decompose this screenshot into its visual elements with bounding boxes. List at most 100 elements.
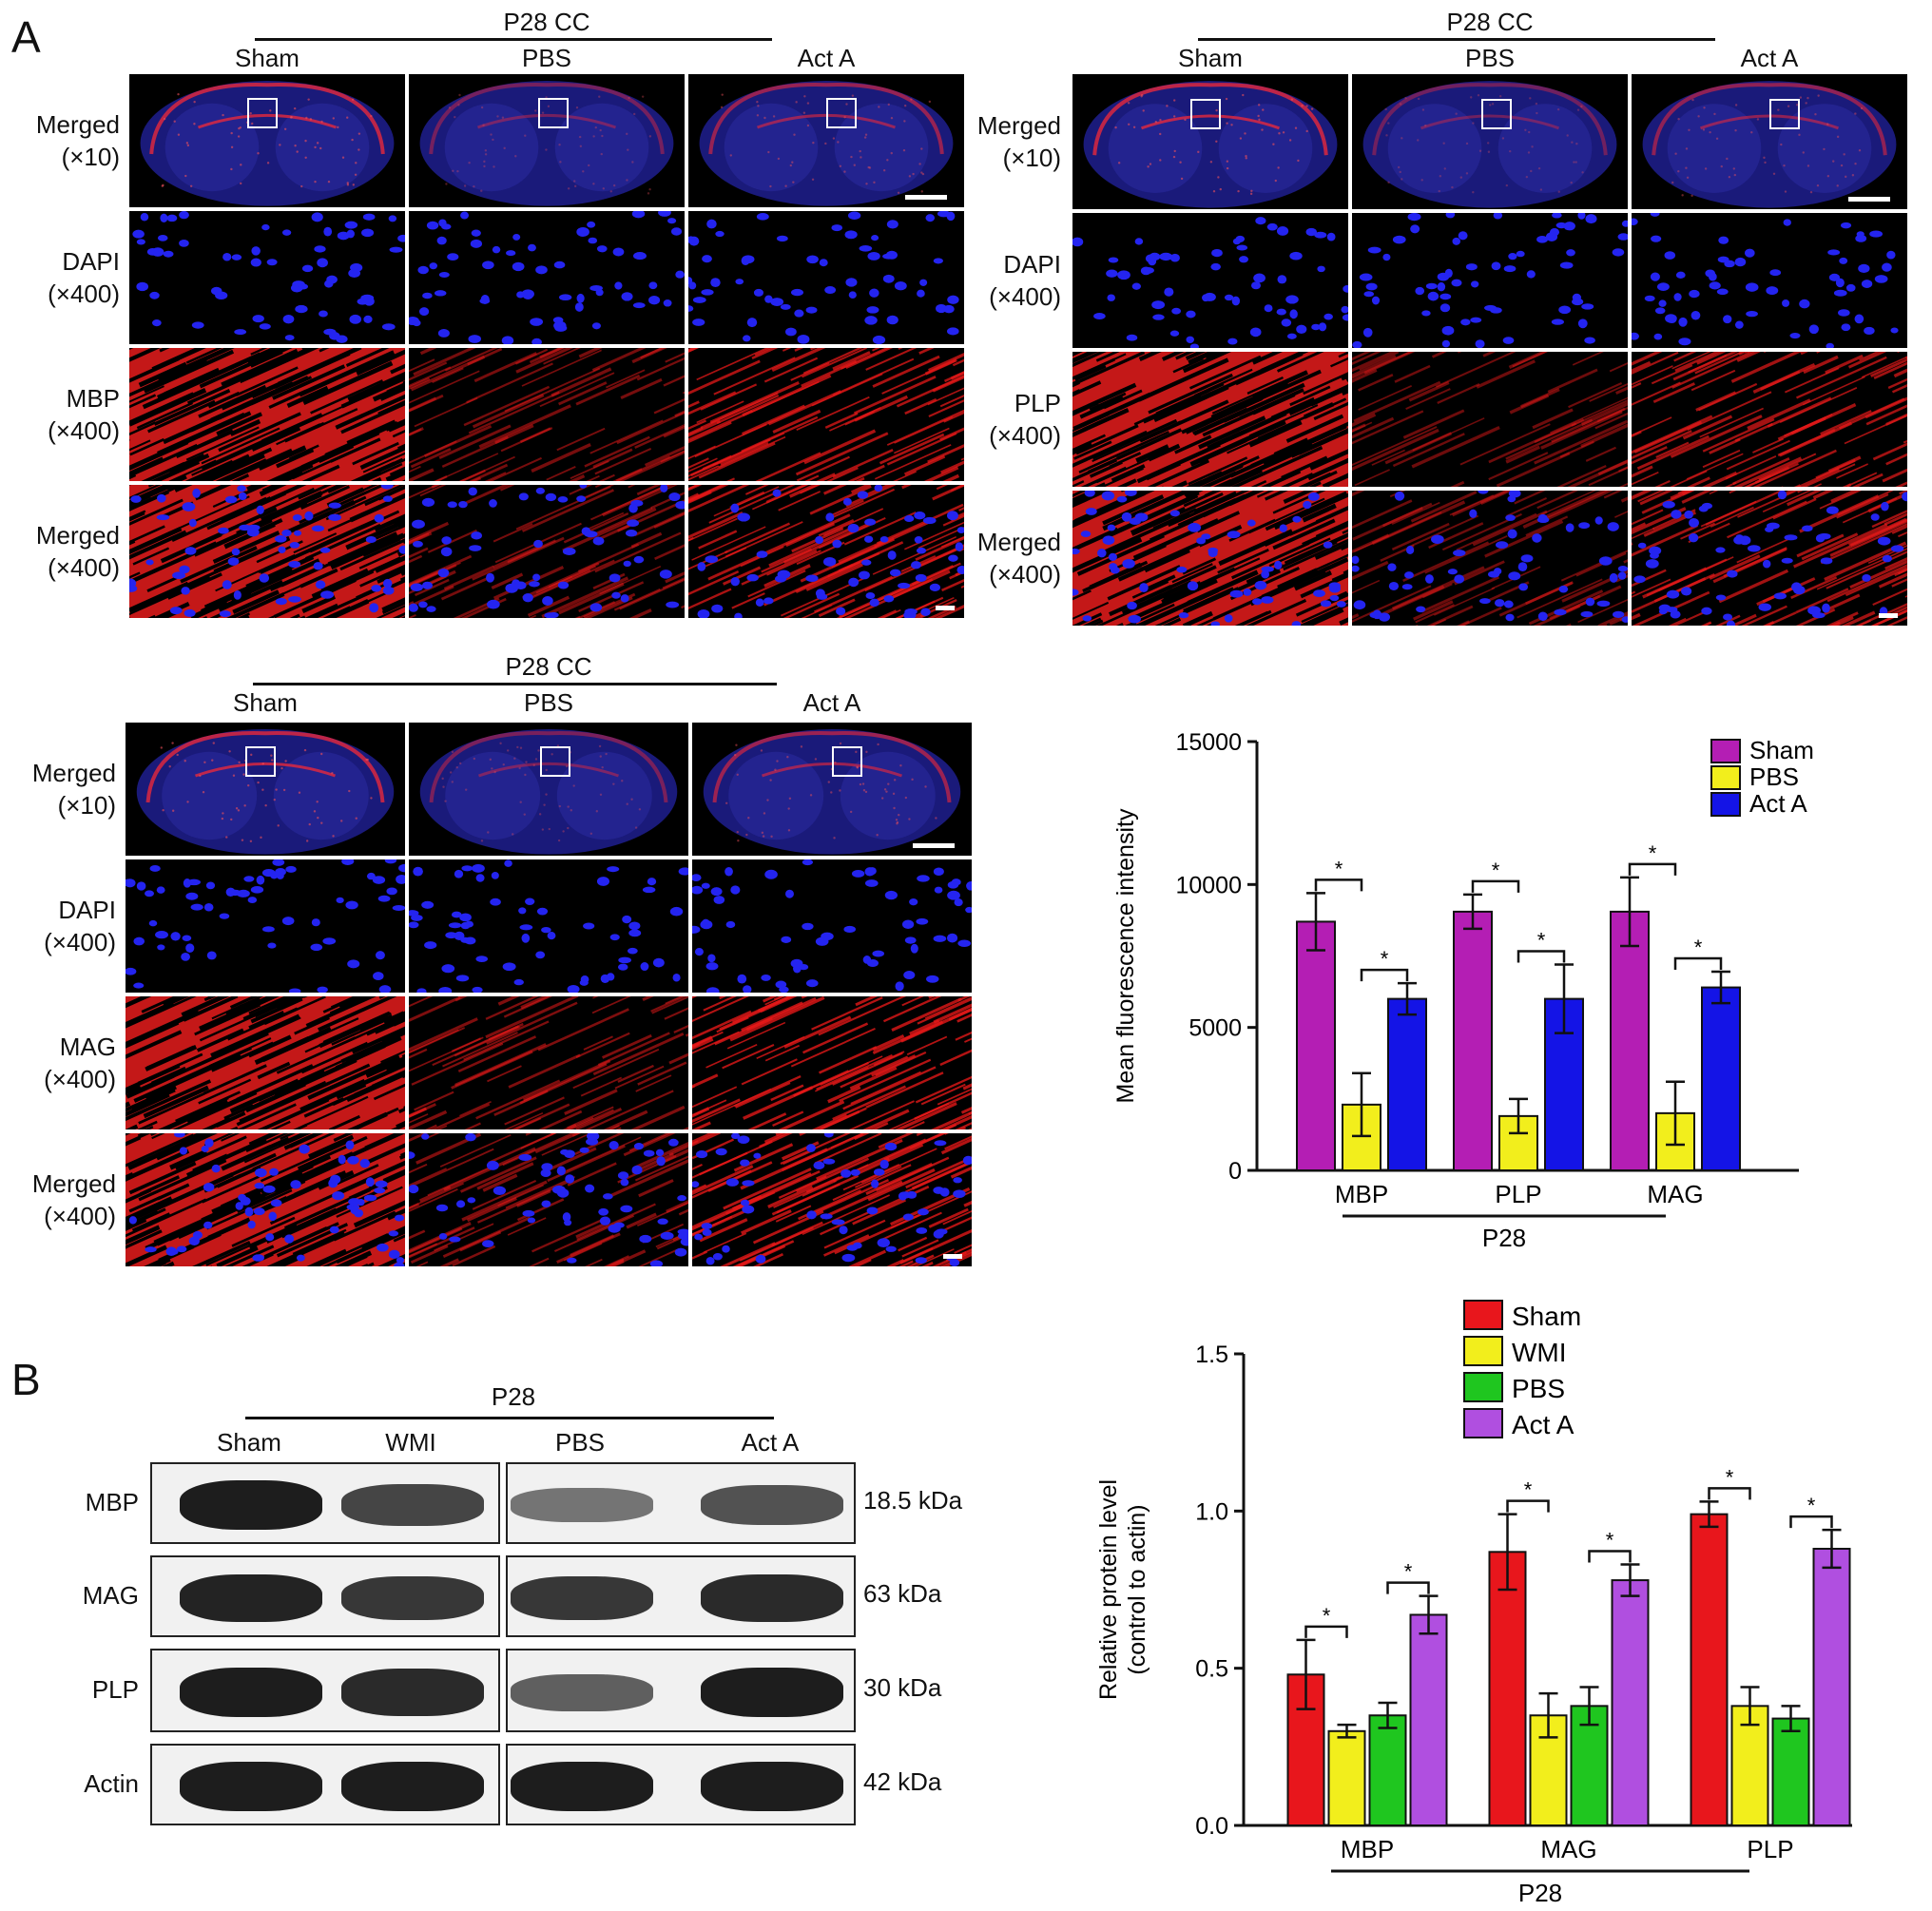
y-axis-label: Relative protein level (1095, 1479, 1122, 1700)
micrograph (688, 74, 964, 207)
blot-kda-label: 63 kDa (863, 1579, 942, 1608)
micrograph (129, 211, 405, 344)
fluorescence-bar-chart: 0 5000 10000 15000 Mean fluorescence intensi… (1112, 729, 1814, 1252)
x-tick-label: PLP (1747, 1835, 1793, 1863)
micrograph (692, 723, 972, 856)
micrograph (1352, 491, 1628, 626)
row-label: Merged (×10) (941, 109, 1061, 174)
significance-bracket (1360, 968, 1409, 982)
micrograph (688, 485, 964, 618)
row-label: Merged (×400) (0, 1168, 116, 1232)
micrograph (129, 348, 405, 481)
bar (1488, 1551, 1527, 1826)
scale-bar (905, 195, 947, 200)
micrograph (409, 348, 685, 481)
legend-swatch (1463, 1336, 1503, 1366)
region-box (831, 746, 862, 778)
significance-bracket (1673, 956, 1723, 971)
blot-group-underline (245, 1417, 774, 1419)
row-label-line2: (×400) (48, 553, 120, 582)
row-label: DAPI (×400) (0, 894, 116, 958)
y-axis-label-2: (control to actin) (1124, 1504, 1150, 1674)
y-tick-label: 5000 (1188, 1015, 1242, 1042)
row-label-line2: (×400) (48, 416, 120, 445)
micrograph (1352, 352, 1628, 487)
significance-bracket (1304, 1625, 1348, 1638)
micrograph (126, 1133, 405, 1266)
row-label-line2: (×400) (44, 1065, 116, 1093)
row-label: Merged (×400) (0, 519, 120, 584)
significance-marker: * (1606, 1529, 1614, 1553)
bar (1453, 910, 1493, 1171)
legend-swatch (1710, 792, 1741, 817)
row-label-line2: (×400) (989, 421, 1061, 450)
micrograph (1072, 491, 1348, 626)
row-label: Merged (×10) (0, 757, 116, 821)
micrograph (409, 996, 688, 1129)
row-label-line1: Merged (31, 759, 116, 787)
significance-marker: * (1335, 857, 1343, 880)
micrograph (1632, 74, 1907, 209)
blot-band (341, 1669, 484, 1716)
group-underline (1197, 38, 1716, 41)
significance-marker: * (1649, 841, 1657, 865)
significance-marker: * (1524, 1478, 1533, 1502)
x-tick-label: MBP (1341, 1835, 1394, 1863)
significance-bracket (1517, 950, 1566, 963)
bar (1701, 986, 1741, 1171)
row-label-line1: Merged (31, 1169, 116, 1198)
bar (1771, 1717, 1810, 1826)
lane-label: PBS (554, 1428, 606, 1457)
bar (1296, 920, 1336, 1171)
blot-membrane-right (506, 1462, 856, 1544)
row-label: MAG (×400) (0, 1031, 116, 1095)
significance-bracket (1588, 1550, 1632, 1563)
bar (1812, 1548, 1851, 1826)
protein-level-bar-chart: 0.0 0.5 1.0 1.5 Relative protein level (contr… (1095, 1300, 1852, 1907)
micrograph (129, 485, 405, 618)
column-label: Act A (797, 44, 856, 72)
legend-label: Sham (1512, 1302, 1581, 1331)
micrograph (409, 211, 685, 344)
legend-label: PBS (1512, 1374, 1565, 1403)
row-label-line2: (×10) (57, 791, 116, 820)
micrograph (692, 1133, 972, 1266)
y-tick-label: 1.5 (1195, 1342, 1228, 1368)
blot-row-label: MAG (82, 1581, 139, 1610)
y-tick-label: 10000 (1175, 872, 1242, 898)
y-tick-label: 15000 (1175, 729, 1242, 756)
significance-marker: * (1807, 1494, 1816, 1517)
row-label-line2: (×400) (989, 560, 1061, 589)
blot-band (511, 1673, 653, 1711)
micrograph (409, 74, 685, 207)
blot-row-label: PLP (91, 1675, 139, 1704)
row-label-line1: MBP (66, 384, 120, 413)
significance-marker: * (1694, 936, 1703, 959)
group-label: P28 (1518, 1879, 1562, 1907)
micrograph (692, 859, 972, 993)
region-box (245, 746, 277, 778)
legend-label: WMI (1512, 1338, 1567, 1367)
group-label: P28 CC (505, 652, 592, 681)
row-label-line1: PLP (1014, 389, 1061, 417)
row-label-line1: Merged (35, 110, 120, 139)
scale-bar (913, 843, 955, 848)
row-label: DAPI (×400) (0, 245, 120, 310)
row-label-line2: (×400) (48, 280, 120, 308)
legend-label: Sham (1749, 736, 1814, 764)
row-label-line1: DAPI (1003, 250, 1061, 279)
panel-letter-b: B (11, 1355, 41, 1404)
y-tick-label: 0.5 (1195, 1656, 1228, 1683)
row-label: MBP (×400) (0, 382, 120, 447)
blot-row-label: Actin (84, 1769, 139, 1798)
blot-band (180, 1668, 322, 1717)
micrograph (1632, 491, 1907, 626)
region-box (537, 98, 569, 129)
significance-marker: * (1323, 1604, 1331, 1628)
panel-letter-a: A (11, 12, 41, 62)
region-box (1190, 98, 1222, 129)
bar (1730, 1705, 1769, 1827)
blot-kda-label: 30 kDa (863, 1673, 942, 1702)
group-label: P28 (1482, 1224, 1526, 1252)
micrograph (688, 211, 964, 344)
